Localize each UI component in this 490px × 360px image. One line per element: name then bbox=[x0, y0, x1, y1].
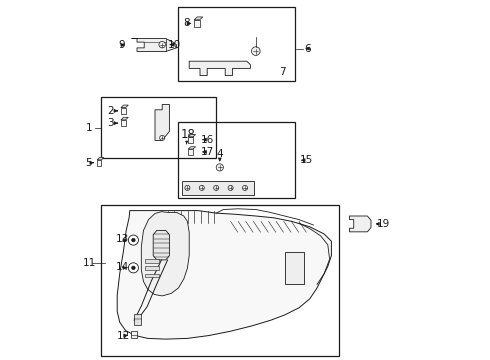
Bar bbox=[121, 120, 126, 126]
Bar bbox=[101, 205, 339, 356]
Text: 6: 6 bbox=[304, 44, 311, 54]
Text: 18: 18 bbox=[180, 129, 195, 141]
Bar bbox=[145, 274, 159, 277]
Polygon shape bbox=[141, 212, 189, 296]
Text: 2: 2 bbox=[107, 106, 114, 116]
Polygon shape bbox=[121, 105, 128, 108]
Circle shape bbox=[199, 185, 204, 190]
Circle shape bbox=[185, 185, 190, 190]
Text: 14: 14 bbox=[116, 262, 129, 272]
Text: 13: 13 bbox=[116, 234, 129, 244]
Circle shape bbox=[214, 185, 219, 190]
Bar bbox=[101, 97, 216, 158]
Circle shape bbox=[159, 41, 166, 48]
Bar bbox=[182, 181, 254, 195]
Text: 19: 19 bbox=[376, 219, 390, 229]
Polygon shape bbox=[188, 147, 196, 149]
Text: 1: 1 bbox=[86, 123, 93, 133]
Text: 5: 5 bbox=[85, 158, 92, 168]
Text: 16: 16 bbox=[201, 135, 214, 145]
Text: 12: 12 bbox=[117, 330, 130, 341]
Bar bbox=[145, 266, 159, 270]
Polygon shape bbox=[153, 230, 170, 260]
Text: 7: 7 bbox=[279, 67, 286, 77]
Polygon shape bbox=[188, 135, 196, 137]
Text: 8: 8 bbox=[183, 18, 190, 28]
Bar bbox=[131, 331, 137, 338]
Text: 4: 4 bbox=[216, 149, 223, 159]
Bar bbox=[188, 149, 193, 155]
Bar bbox=[97, 160, 101, 166]
Polygon shape bbox=[97, 158, 104, 160]
Circle shape bbox=[216, 164, 223, 171]
Text: 10: 10 bbox=[168, 40, 181, 50]
Polygon shape bbox=[155, 104, 170, 140]
Circle shape bbox=[160, 135, 165, 140]
Text: 15: 15 bbox=[300, 155, 313, 165]
Circle shape bbox=[132, 238, 135, 242]
Circle shape bbox=[228, 185, 233, 190]
Polygon shape bbox=[189, 61, 250, 76]
Bar bbox=[178, 7, 295, 81]
Text: 9: 9 bbox=[118, 40, 125, 50]
Circle shape bbox=[132, 266, 135, 270]
Polygon shape bbox=[349, 216, 371, 232]
Text: 11: 11 bbox=[83, 258, 96, 268]
Bar bbox=[188, 137, 193, 143]
Bar bbox=[134, 314, 141, 325]
Polygon shape bbox=[121, 117, 128, 120]
Polygon shape bbox=[117, 211, 331, 339]
Bar bbox=[194, 20, 200, 27]
Bar bbox=[121, 108, 126, 114]
Circle shape bbox=[251, 47, 260, 55]
Bar bbox=[178, 122, 295, 198]
Text: 17: 17 bbox=[201, 147, 214, 157]
Polygon shape bbox=[132, 39, 176, 51]
Circle shape bbox=[128, 235, 139, 245]
Bar bbox=[285, 252, 304, 284]
Bar bbox=[145, 259, 159, 263]
Circle shape bbox=[128, 263, 139, 273]
Text: 3: 3 bbox=[107, 118, 114, 128]
Circle shape bbox=[243, 185, 247, 190]
Polygon shape bbox=[194, 17, 203, 20]
